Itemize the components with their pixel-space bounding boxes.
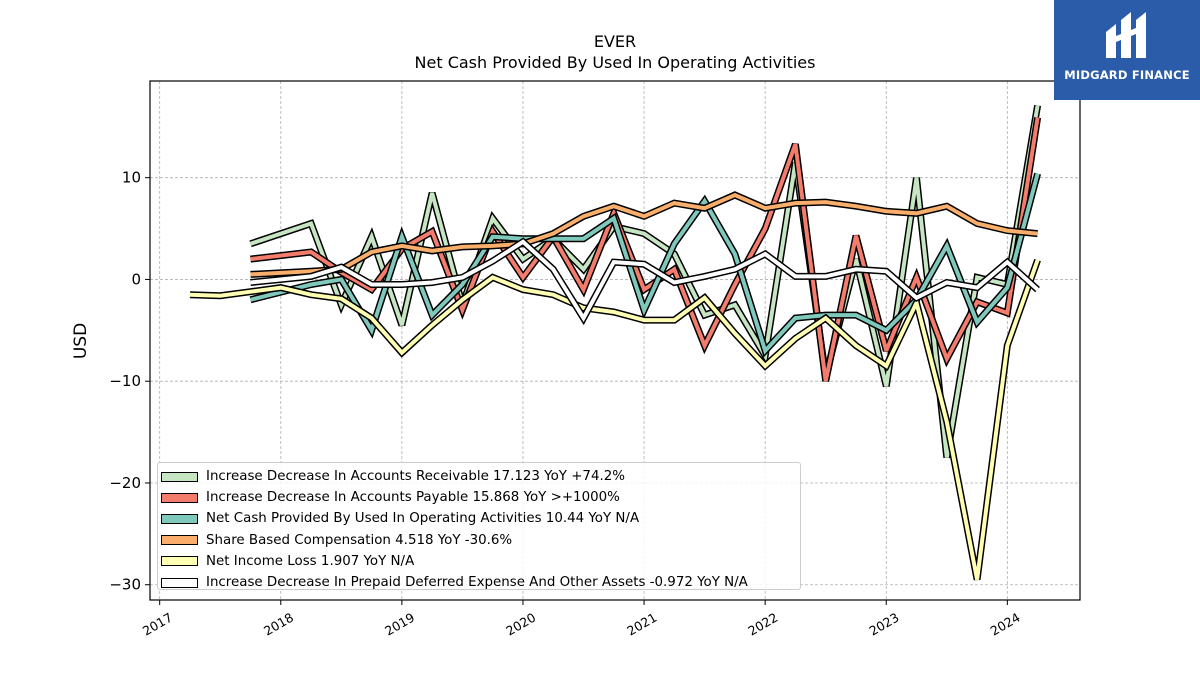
chart-subtitle: Net Cash Provided By Used In Operating A… [415, 53, 816, 72]
midgard-finance-logo: MIDGARD FINANCE [1054, 0, 1200, 100]
legend-swatch [161, 492, 198, 503]
series-line-4 [250, 191, 1038, 278]
x-tick-label: 2022 [745, 610, 780, 639]
x-tick-label: 2023 [866, 610, 901, 639]
y-tick-label: 10 [122, 169, 141, 187]
legend-label: Increase Decrease In Accounts Payable 15… [206, 490, 620, 506]
legend-label: Share Based Compensation 4.518 YoY -30.6… [206, 532, 513, 548]
legend-swatch [161, 513, 198, 524]
series-lines [189, 104, 1042, 581]
legend-item: Net Income Loss 1.907 YoY N/A [161, 551, 800, 572]
series-line-5 [189, 258, 1041, 581]
series-stroke [250, 192, 1038, 277]
chart-title: EVER [594, 32, 636, 51]
series-stroke [250, 239, 1039, 323]
y-tick-label: −10 [109, 372, 141, 390]
legend-swatch [161, 577, 198, 588]
x-tick-label: 2020 [503, 610, 538, 639]
y-tick-label: 0 [131, 270, 141, 288]
legend-label: Increase Decrease In Accounts Receivable… [206, 469, 625, 485]
legend-label: Net Income Loss 1.907 YoY N/A [206, 553, 415, 569]
series-stroke [189, 259, 1040, 580]
legend-item: Increase Decrease In Prepaid Deferred Ex… [161, 572, 800, 593]
legend-item: Increase Decrease In Accounts Payable 15… [161, 487, 800, 508]
legend-item: Net Cash Provided By Used In Operating A… [161, 508, 800, 529]
legend-swatch [161, 556, 198, 567]
plot-frame [149, 80, 1081, 601]
x-tick-label: 2018 [261, 610, 296, 639]
x-tick-label: 2017 [140, 610, 175, 639]
legend-swatch [161, 535, 198, 546]
series-line-6 [250, 237, 1040, 326]
legend-item: Increase Decrease In Accounts Receivable… [161, 466, 800, 487]
legend-label: Net Cash Provided By Used In Operating A… [206, 511, 640, 527]
y-axis-label: USD [71, 323, 91, 359]
legend-label: Increase Decrease In Prepaid Deferred Ex… [206, 575, 748, 591]
y-tick-label: −20 [109, 474, 141, 492]
logo-text: MIDGARD FINANCE [1064, 68, 1190, 82]
x-tick-label: 2019 [382, 610, 417, 639]
x-tick-label: 2024 [988, 610, 1023, 639]
legend-item: Share Based Compensation 4.518 YoY -30.6… [161, 530, 800, 551]
logo-mark-icon [1106, 12, 1146, 58]
chart-legend: Increase Decrease In Accounts Receivable… [157, 462, 801, 590]
legend-swatch [161, 471, 198, 482]
y-tick-label: −30 [109, 576, 141, 594]
x-tick-label: 2021 [624, 610, 659, 639]
